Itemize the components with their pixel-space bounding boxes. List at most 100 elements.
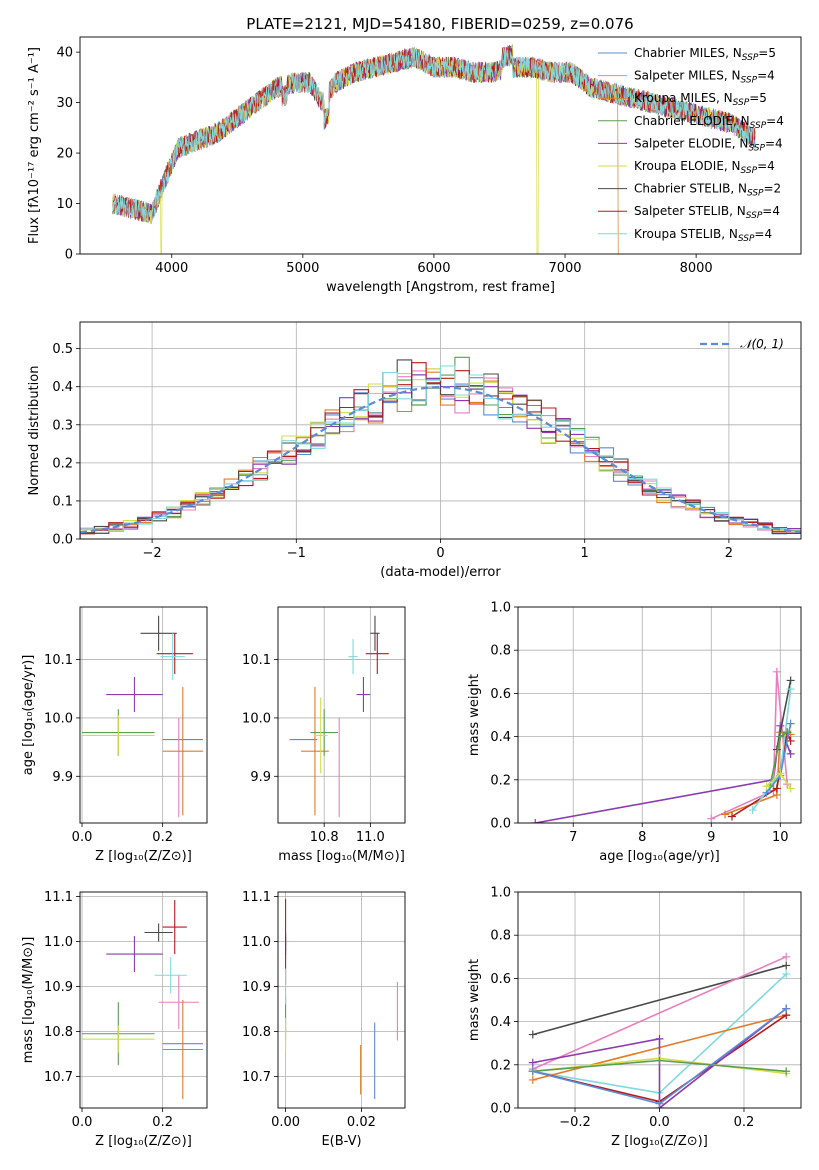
legend-entry-subscript: SSP (742, 53, 759, 63)
legend-entry-subscript: SSP (748, 143, 765, 153)
residuals-xtick-label: −1 (287, 546, 306, 561)
legend-entry-subscript: SSP (733, 98, 750, 108)
weight-age-xtick-label: 10 (772, 830, 789, 845)
residuals-ytick-label: 0.4 (52, 380, 73, 395)
weight-age-xtick-label: 8 (638, 830, 646, 845)
legend-entry-value: =5 (749, 91, 767, 105)
weight-age-xtick-label: 9 (707, 830, 715, 845)
legend-entry-value: =4 (757, 159, 775, 173)
residuals-xtick-label: 1 (581, 546, 589, 561)
legend-entry-name: Salpeter ELODIE, N (634, 136, 748, 150)
weight-z-ytick-label: 0.4 (490, 1015, 511, 1030)
weight-z-marker (782, 1004, 791, 1013)
mass-z-xlabel: Z [log₁₀(Z/Z⊙)] (95, 1134, 192, 1149)
mass-ebv-ytick-label: 10.8 (242, 1025, 271, 1040)
weight-z-ytick-label: 0.8 (490, 929, 511, 944)
weight-age-marker (783, 728, 792, 737)
legend-entry-subscript: SSP (741, 166, 758, 176)
weight-z-marker (528, 1067, 537, 1076)
legend-entry: Chabrier MILES, NSSP=5 (634, 46, 776, 63)
legend-entry-value: =4 (766, 114, 784, 128)
residuals-frame (79, 321, 802, 540)
legend-entry-name: Chabrier STELIB, N (634, 182, 747, 196)
legend-entry-value: =4 (765, 136, 783, 150)
weight-age-marker (776, 732, 785, 741)
mass-z-frame (79, 891, 208, 1109)
residuals-xlabel: (data-model)/error (380, 565, 501, 580)
residuals-xtick-label: 2 (725, 546, 733, 561)
legend-entry: Salpeter STELIB, NSSP=4 (634, 204, 780, 221)
mass-z-ylabel: mass [log₁₀(M/M⊙)] (21, 937, 36, 1064)
mass-ebv-xtick-label: 0.00 (271, 1115, 300, 1130)
spectrum-ylabel: Flux [fλ10⁻¹⁷ erg cm⁻² s⁻¹ A⁻¹] (27, 47, 42, 244)
legend-entry-name: Kroupa STELIB, N (634, 227, 738, 241)
spectrum-ytick-label: 20 (56, 147, 73, 162)
age-z-ytick-label: 10.1 (44, 653, 73, 668)
legend-entry-subscript: SSP (747, 189, 764, 199)
mass-ebv-ytick-label: 10.7 (242, 1070, 271, 1085)
legend-entry-value: =4 (757, 69, 775, 83)
weight-age-marker (786, 749, 795, 758)
age-z-ylabel: age [log₁₀(age/yr)] (21, 655, 36, 776)
residual-histogram-panel: −2 −1 0 1 2 0.0 0.1 0.2 0.3 0.4 0.5 (data-model)/er… (27, 321, 802, 580)
legend-entry: Kroupa MILES, NSSP=5 (634, 91, 767, 108)
mass-z-xtick-label: 0.0 (72, 1115, 93, 1130)
mass-ebv-frame (277, 891, 406, 1109)
weight-z-marker (528, 1030, 537, 1039)
weight-age-marker (786, 676, 795, 685)
legend-entry-name: Chabrier MILES, N (634, 46, 742, 60)
mass-z-ytick-label: 10.7 (44, 1070, 73, 1085)
age-mass-ytick-label: 9.9 (250, 770, 271, 785)
weight-z-xtick-label: 0.2 (734, 1115, 755, 1130)
mass-ebv-xtick-label: 0.02 (347, 1115, 376, 1130)
legend-entry-name: Salpeter STELIB, N (634, 204, 746, 218)
mass-z-ytick-label: 11.1 (44, 890, 73, 905)
spectrum-ytick-label: 40 (56, 46, 73, 61)
spectrum-panel: 4000 5000 6000 7000 8000 0 10 20 30 40 wavelength … (27, 36, 802, 295)
weight-z-marker (782, 1067, 791, 1076)
legend-entry: Chabrier ELODIE, NSSP=4 (634, 114, 784, 131)
weight-z-marker (528, 1075, 537, 1084)
weight-z-ytick-label: 0.0 (490, 1102, 511, 1117)
weight-age-marker (748, 806, 757, 815)
legend-entry-name: Salpeter MILES, N (634, 69, 741, 83)
weight-z-xlabel: Z [log₁₀(Z/Z⊙)] (611, 1134, 708, 1149)
mass-vs-metallicity-panel: 0.0 0.2 10.7 10.8 10.9 11.0 11.1 Z [log₁₀(Z/Z⊙)… (21, 890, 208, 1149)
weight-age-marker (762, 782, 771, 791)
weight-age-marker (772, 667, 781, 676)
weight-z-marker (655, 1099, 664, 1108)
weight-z-marker (528, 1058, 537, 1067)
mass-z-ytick-label: 10.8 (44, 1025, 73, 1040)
histogram-series (80, 365, 801, 539)
mass-ebv-xlabel: E(B-V) (321, 1134, 361, 1149)
legend-entry-name: Kroupa ELODIE, N (634, 159, 741, 173)
weight-age-xlabel: age [log₁₀(age/yr)] (599, 849, 720, 864)
spectrum-xtick-label: 6000 (417, 261, 450, 276)
mass-ebv-ytick-label: 10.9 (242, 980, 271, 995)
age-z-ytick-label: 9.9 (52, 770, 73, 785)
mass-vs-extinction-panel: 0.00 0.02 10.7 10.8 10.9 11.0 11.1 E(B-V) (242, 890, 406, 1149)
weight-vs-metallicity-panel: −0.2 0.0 0.2 0.0 0.2 0.4 0.6 0.8 1.0 Z [log₁₀(Z/Z… (467, 886, 802, 1149)
spectrum-ytick-label: 0 (65, 248, 73, 263)
weight-age-marker (786, 685, 795, 694)
weight-age-ytick-label: 0.4 (490, 730, 511, 745)
legend-entry: Kroupa ELODIE, NSSP=4 (634, 159, 775, 176)
weight-age-marker (721, 810, 730, 819)
weight-age-marker (531, 819, 540, 823)
residuals-ytick-label: 0.3 (52, 418, 73, 433)
residuals-xtick-label: −2 (143, 546, 162, 561)
weight-age-series-line (776, 680, 792, 750)
age-z-ytick-label: 10.0 (44, 711, 73, 726)
legend-entry-value: =2 (764, 182, 782, 196)
spectrum-ytick-label: 10 (56, 197, 73, 212)
weight-age-frame (517, 606, 802, 824)
residuals-ytick-label: 0.1 (52, 494, 73, 509)
mass-ebv-ytick-label: 11.0 (242, 935, 271, 950)
age-mass-ytick-label: 10.0 (242, 711, 271, 726)
legend-entry-value: =4 (754, 227, 772, 241)
weight-age-ytick-label: 0.0 (490, 817, 511, 832)
spectrum-series-line (112, 47, 756, 224)
spectrum-xtick-label: 4000 (155, 261, 188, 276)
weight-z-frame (517, 891, 802, 1109)
